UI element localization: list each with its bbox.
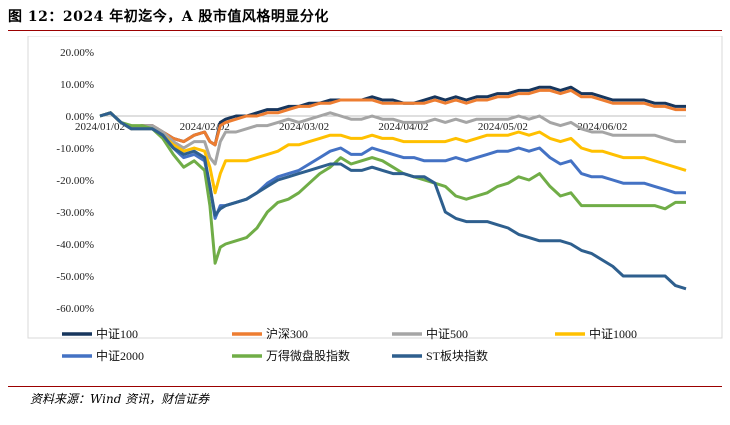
figure-title: 图 12：2024 年初迄今，A 股市值风格明显分化: [8, 9, 329, 25]
y-tick-label: -10.00%: [56, 143, 94, 155]
series-line: [99, 111, 686, 166]
legend-label: 万得微盘股指数: [266, 348, 350, 363]
legend-label: 中证100: [96, 326, 138, 341]
y-tick-label: -20.00%: [56, 175, 94, 187]
series-line: [99, 111, 687, 195]
source-note: 资料来源：Wind 资讯，财信证券: [30, 392, 210, 406]
y-tick-label: 20.00%: [60, 47, 94, 59]
x-tick-label: 2024/01/02: [75, 121, 125, 133]
legend-label: 中证1000: [589, 326, 637, 341]
legend: 中证100 沪深300 中证500 中证1000 中证2000 万得微盘股指数 ST板块指数: [62, 326, 637, 363]
y-tick-label: -50.00%: [56, 271, 94, 283]
series-lines: [99, 85, 687, 291]
series-line: [99, 88, 686, 147]
legend-label: 沪深300: [266, 327, 308, 341]
legend-label: 中证500: [426, 326, 468, 341]
title-rule: [8, 30, 722, 31]
y-tick-label: -40.00%: [56, 239, 94, 251]
series-line: [99, 111, 687, 291]
y-axis-ticks: 20.00% 10.00% 0.00% -10.00% -20.00% -30.00% -4…: [56, 47, 94, 315]
x-tick-label: 2024/05/02: [478, 121, 528, 133]
series-line: [99, 111, 686, 265]
y-tick-label: -60.00%: [56, 303, 94, 315]
legend-label: ST板块指数: [426, 348, 488, 363]
x-tick-label: 2024/04/02: [378, 121, 428, 133]
y-tick-label: 10.00%: [60, 79, 94, 91]
y-tick-label: -30.00%: [56, 207, 94, 219]
y-tick-label: 0.00%: [66, 111, 94, 123]
series-line: [99, 111, 686, 220]
line-chart: 20.00% 10.00% 0.00% -10.00% -20.00% -30.00% -4…: [27, 36, 723, 363]
source-rule: [8, 386, 722, 387]
x-axis-ticks: 2024/01/02 2024/02/02 2024/03/02 2024/04/02…: [75, 121, 627, 133]
x-tick-label: 2024/03/02: [279, 121, 329, 133]
chart-frame: [27, 36, 723, 339]
legend-label: 中证2000: [96, 348, 144, 363]
